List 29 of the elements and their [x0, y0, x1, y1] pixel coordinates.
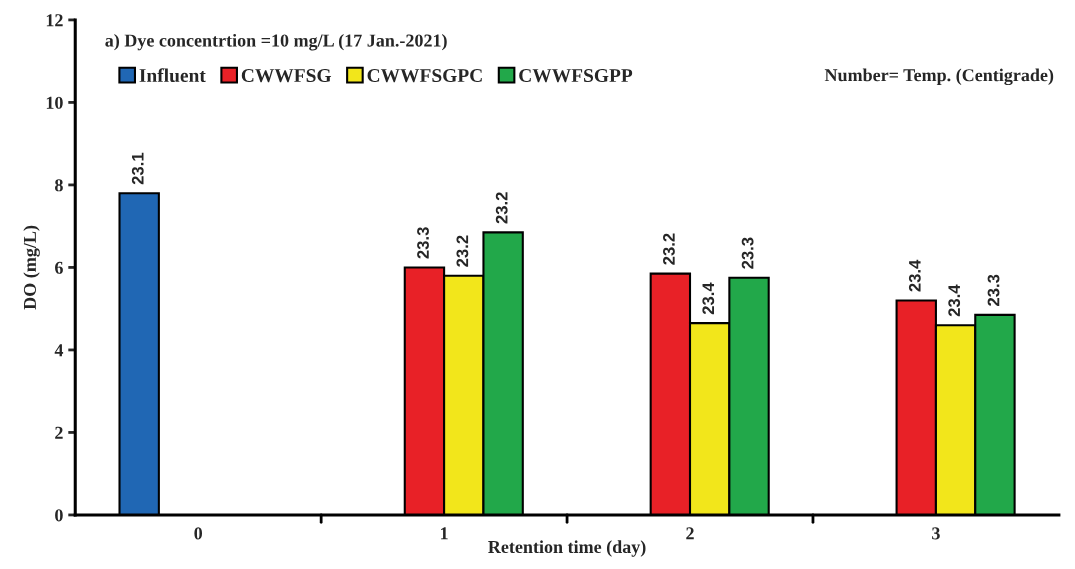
y-axis-title: DO (mg/L) — [23, 225, 40, 310]
y-tick-label: 4 — [54, 344, 64, 357]
text: a) Dye concentrtion =10 mg/L (17 Jan.-2021) — [105, 33, 447, 51]
y-tick-label: 2 — [55, 426, 63, 439]
annotation: 23.3 — [417, 227, 429, 259]
annotation: 23.4 — [908, 259, 921, 292]
annotation: Number= Temp. (Centigrade) — [824, 68, 1054, 86]
annotation: 23.2 — [663, 233, 675, 265]
annotation: 23.4 — [702, 282, 715, 315]
x-tick-label: 0 — [194, 527, 203, 540]
legend-label: CWWFSGPP — [519, 68, 633, 83]
annotation: 23.3 — [987, 274, 1000, 306]
x-tick-label: 1 — [441, 527, 448, 540]
y-tick-label: 0 — [55, 509, 63, 522]
y-tick-label: 10 — [46, 96, 63, 109]
y-tick-label: 8 — [55, 179, 63, 192]
legend-label: Influent — [139, 68, 206, 83]
annotation: 23.4 — [948, 284, 961, 317]
legend-label: CWWFSG — [241, 68, 332, 83]
y-tick-label: 12 — [46, 14, 63, 27]
legend-label: CWWFSGPC — [367, 68, 482, 83]
x-axis-title: Retention time (day) — [488, 540, 646, 557]
annotation: 23.3 — [741, 237, 754, 269]
annotation: 23.2 — [495, 192, 508, 224]
x-tick-label: 3 — [932, 527, 940, 540]
y-tick-label: 6 — [55, 261, 63, 274]
annotation: 23.1 — [131, 152, 144, 185]
x-tick-label: 2 — [686, 527, 694, 540]
annotation: 23.2 — [456, 235, 469, 267]
